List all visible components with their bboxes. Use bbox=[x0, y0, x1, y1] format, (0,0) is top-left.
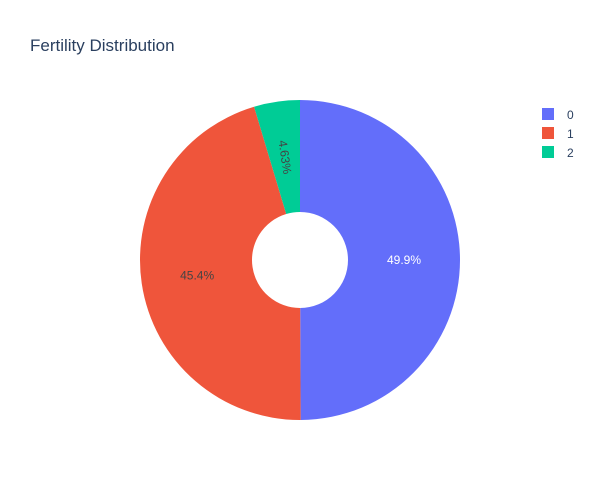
slice-label-0: 49.9% bbox=[387, 253, 421, 267]
slice-label-1: 45.4% bbox=[180, 268, 214, 282]
legend-swatch-0 bbox=[542, 108, 554, 120]
legend-item-0[interactable]: 0 bbox=[542, 108, 574, 122]
legend: 0 1 2 bbox=[542, 108, 574, 160]
slice-label-2: 4.63% bbox=[276, 139, 295, 175]
legend-item-1[interactable]: 1 bbox=[542, 127, 574, 141]
legend-label-2: 2 bbox=[567, 146, 574, 160]
legend-swatch-1 bbox=[542, 127, 554, 139]
legend-label-1: 1 bbox=[567, 127, 574, 141]
slice-labels: 49.9% 45.4% 4.63% bbox=[180, 139, 421, 282]
legend-item-2[interactable]: 2 bbox=[542, 146, 574, 160]
pie-slice-0[interactable] bbox=[300, 100, 461, 420]
chart-title: Fertility Distribution bbox=[30, 36, 175, 55]
legend-label-0: 0 bbox=[567, 108, 574, 122]
legend-swatch-2 bbox=[542, 146, 554, 158]
pie-slices bbox=[140, 100, 461, 420]
pie-slice-2[interactable] bbox=[254, 100, 300, 215]
pie-slice-1[interactable] bbox=[140, 106, 301, 420]
